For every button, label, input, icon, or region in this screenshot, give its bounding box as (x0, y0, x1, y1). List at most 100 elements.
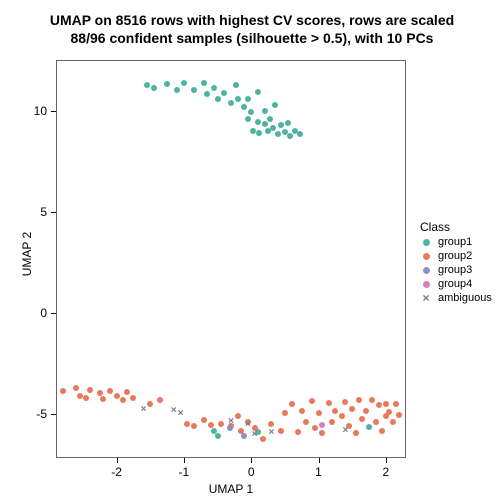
data-point (221, 90, 227, 96)
x-tick-label: 1 (315, 465, 322, 479)
data-point (268, 421, 274, 427)
data-point (278, 122, 284, 128)
data-point (256, 130, 262, 136)
data-point (326, 400, 332, 406)
legend-label: group3 (438, 264, 472, 276)
data-point (73, 385, 79, 391)
plot-area: -2-1012-50510UMAP 1UMAP 2×××××××× (56, 60, 406, 458)
dot-icon (423, 281, 430, 288)
data-point (255, 119, 261, 125)
data-point (130, 395, 136, 401)
chart-title: UMAP on 8516 rows with highest CV scores… (0, 12, 504, 47)
data-point (272, 102, 278, 108)
legend-swatch (420, 236, 432, 248)
data-point (241, 104, 247, 110)
data-point (270, 125, 276, 131)
data-point (151, 85, 157, 91)
data-point (164, 81, 170, 87)
data-point (376, 402, 382, 408)
data-point (218, 421, 224, 427)
data-point (204, 91, 210, 97)
legend-swatch: × (420, 292, 432, 304)
data-point (297, 131, 303, 137)
y-tick-mark (51, 111, 56, 112)
data-point (191, 87, 197, 93)
data-point (201, 417, 207, 423)
x-tick-label: 2 (382, 465, 389, 479)
x-tick-label: -2 (111, 465, 122, 479)
data-point (100, 396, 106, 402)
chart-title-line1: UMAP on 8516 rows with highest CV scores… (0, 12, 504, 30)
data-point (235, 413, 241, 419)
data-point (278, 428, 284, 434)
legend-swatch (420, 264, 432, 276)
data-point (181, 80, 187, 86)
data-point (369, 397, 375, 403)
data-point (245, 116, 251, 122)
data-point (366, 424, 372, 430)
legend-label: group1 (438, 236, 472, 248)
legend-swatch (420, 250, 432, 262)
legend-item: group4 (420, 278, 492, 290)
data-point (215, 433, 221, 439)
data-point (144, 82, 150, 88)
data-point (114, 393, 120, 399)
x-tick-mark (386, 458, 387, 463)
data-point (379, 428, 385, 434)
data-point (289, 401, 295, 407)
legend-label: ambiguous (438, 292, 492, 304)
data-point (359, 416, 365, 422)
data-point (396, 412, 402, 418)
data-point (87, 387, 93, 393)
data-point (356, 397, 362, 403)
x-axis-title: UMAP 1 (56, 482, 406, 496)
data-point (319, 422, 325, 428)
data-point (386, 409, 392, 415)
panel-border (56, 60, 406, 458)
data-point (147, 401, 153, 407)
y-tick-label: 5 (17, 205, 47, 219)
data-point (157, 397, 163, 403)
data-point (255, 89, 261, 95)
x-tick-mark (251, 458, 252, 463)
data-point (373, 419, 379, 425)
legend-title: Class (420, 220, 492, 234)
dot-icon (423, 239, 430, 246)
data-point (342, 399, 348, 405)
data-point (124, 389, 130, 395)
data-point (211, 85, 217, 91)
data-point (174, 87, 180, 93)
data-point (332, 408, 338, 414)
data-point (250, 128, 256, 134)
chart-title-line2: 88/96 confident samples (silhouette > 0.… (0, 30, 504, 48)
legend-item: group1 (420, 236, 492, 248)
data-point (383, 401, 389, 407)
data-point (235, 96, 241, 102)
x-tick-mark (117, 458, 118, 463)
data-point: × (178, 409, 184, 419)
data-point (299, 408, 305, 414)
data-point (201, 80, 207, 86)
data-point (349, 406, 355, 412)
data-point: × (245, 420, 251, 430)
x-tick-mark (184, 458, 185, 463)
data-point: × (228, 417, 234, 427)
y-tick-label: 10 (17, 104, 47, 118)
data-point (248, 109, 254, 115)
data-point (262, 108, 268, 114)
data-point (260, 436, 266, 442)
data-point (245, 96, 251, 102)
legend: Class group1group2group3group4×ambiguous (420, 220, 492, 304)
data-point (233, 82, 239, 88)
data-point (282, 410, 288, 416)
data-point (267, 116, 273, 122)
data-point (295, 429, 301, 435)
data-point (303, 419, 309, 425)
data-point (339, 413, 345, 419)
data-point (316, 410, 322, 416)
legend-item: group3 (420, 264, 492, 276)
data-point (393, 401, 399, 407)
data-point (215, 96, 221, 102)
data-point: × (171, 406, 177, 416)
x-tick-label: 0 (248, 465, 255, 479)
